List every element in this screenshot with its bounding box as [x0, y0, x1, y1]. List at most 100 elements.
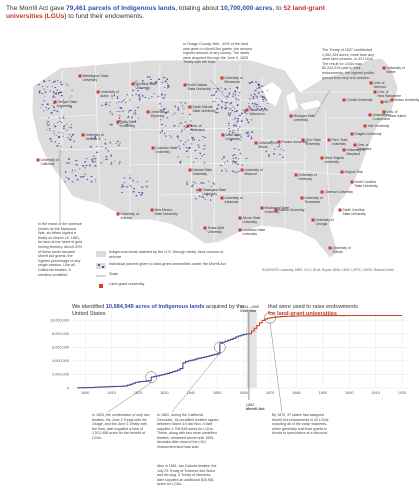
parcels-swatch [96, 263, 106, 270]
lgu-marker [342, 148, 346, 152]
parcel [94, 160, 96, 163]
parcel [195, 198, 197, 200]
parcel [257, 84, 260, 86]
parcel [235, 97, 237, 99]
lgu-marker [277, 140, 281, 144]
parcel [109, 124, 111, 126]
parcel [213, 94, 216, 96]
parcel [62, 117, 65, 119]
lgu-marker [78, 74, 82, 78]
parcel [109, 142, 112, 144]
parcel [139, 98, 141, 100]
parcel [129, 109, 132, 112]
lgu-label: Rutgers University [355, 132, 382, 136]
kansas-annotation: In Osage County, Neb., 40% of the land w… [183, 42, 253, 65]
parcel [232, 163, 233, 164]
parcel [190, 128, 193, 131]
parcel [246, 119, 249, 121]
lgu-label: Univ. of Nebraska [191, 124, 205, 132]
parcel [238, 95, 240, 96]
morrill-act-label: 1862 Morrill Act [246, 403, 265, 411]
parcel [189, 146, 191, 149]
lgu-label: Yale University [368, 124, 390, 128]
lgu-label: Clemson University [325, 190, 354, 194]
lgu-marker [289, 114, 293, 118]
parcel [104, 142, 106, 144]
chart-gridlines [72, 312, 410, 389]
lgu-marker [338, 208, 342, 212]
parcel [147, 76, 149, 78]
parcel [228, 93, 231, 95]
lgu-marker [116, 120, 120, 124]
parcel [144, 97, 147, 98]
parcel [185, 147, 188, 148]
lgu-marker [36, 158, 40, 162]
parcel [256, 108, 259, 109]
parcel [49, 138, 52, 140]
parcel [190, 132, 191, 135]
lgu-marker [390, 98, 394, 102]
parcel [121, 184, 123, 186]
parcel [60, 95, 63, 97]
parcel [75, 164, 77, 165]
lgu-marker [382, 110, 386, 114]
parcel [64, 171, 67, 173]
parcel [131, 116, 133, 118]
parcel [210, 199, 212, 201]
parcel [160, 110, 162, 111]
parcel [133, 113, 134, 115]
parcel [180, 102, 182, 104]
civil-war-band [246, 312, 257, 388]
parcel [65, 83, 67, 84]
parcel [232, 131, 234, 133]
parcel [120, 123, 123, 124]
california-annotation: In the midst of the violence known as th… [38, 222, 83, 277]
parcel [228, 92, 231, 94]
parcel [160, 109, 162, 110]
parcel [228, 115, 230, 116]
parcel [107, 150, 109, 152]
parcel [203, 162, 206, 164]
parcel [54, 80, 56, 82]
lgu-label: University of Idaho [101, 90, 119, 98]
parcel [86, 178, 88, 181]
parcel [91, 158, 93, 160]
parcel [192, 184, 194, 186]
parcel [140, 94, 142, 95]
parcel [198, 139, 200, 141]
lgu-marker [96, 90, 100, 94]
parcel [58, 136, 61, 138]
lgu-label: Cornell University [347, 98, 373, 102]
lgu-marker [183, 83, 187, 87]
parcel [118, 163, 120, 165]
parcel [215, 90, 218, 92]
parcel [119, 142, 121, 144]
lgu-marker [350, 132, 354, 136]
parcel [58, 143, 60, 144]
parcel [60, 106, 62, 109]
x-tick-label: 1920 [398, 391, 406, 395]
parcel [166, 78, 168, 80]
parcel [52, 96, 54, 98]
parcel [177, 137, 179, 139]
lgu-marker [342, 98, 346, 102]
parcel [246, 113, 248, 115]
parcel [164, 95, 166, 97]
chart-y-ticks: 0 2,000,000 4,000,000 6,000,000 8,000,000 10,… [50, 318, 69, 390]
great-lakes [262, 82, 322, 112]
parcel [159, 131, 161, 134]
parcel [161, 124, 163, 125]
parcel [261, 107, 263, 109]
parcel [149, 76, 151, 78]
parcel [177, 107, 179, 109]
lgu-marker [274, 208, 278, 212]
parcel [216, 107, 218, 110]
parcel [179, 140, 181, 142]
parcel [267, 103, 269, 104]
parcel [264, 97, 266, 99]
note-1825: In 1825, the combination of only two tre… [92, 413, 150, 440]
parcel [240, 139, 242, 141]
parcel [224, 107, 226, 110]
parcel [201, 155, 204, 157]
parcel [82, 165, 84, 167]
